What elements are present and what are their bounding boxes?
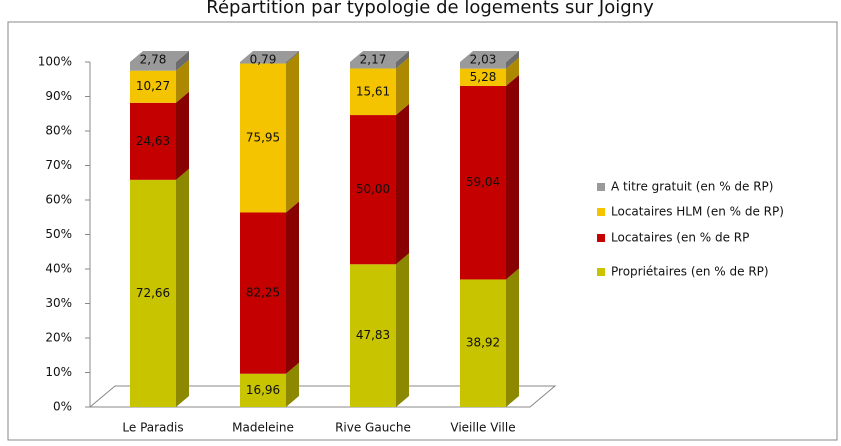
bar-side <box>506 51 519 69</box>
bar <box>460 85 506 280</box>
y-tick-label: 50% <box>45 227 72 241</box>
bar-side <box>506 74 519 280</box>
bar <box>460 62 506 69</box>
data-label: 10,27 <box>136 79 170 93</box>
legend-label: Locataires (en % de RP <box>611 231 749 245</box>
data-label: 72,66 <box>136 286 170 300</box>
data-label: 2,78 <box>140 53 167 67</box>
bar <box>350 115 396 265</box>
bar-side <box>286 52 299 213</box>
bar-side <box>396 57 409 116</box>
legend-swatch <box>597 183 605 191</box>
bar <box>130 70 176 103</box>
y-tick-label: 60% <box>45 193 72 207</box>
bar-side <box>506 57 519 86</box>
data-label: 0,79 <box>250 53 277 67</box>
y-tick-label: 80% <box>45 124 72 138</box>
data-label: 16,96 <box>246 383 280 397</box>
data-label: 38,92 <box>466 336 500 350</box>
bar <box>240 373 286 407</box>
bar <box>350 264 396 407</box>
bar-side <box>286 201 299 374</box>
y-tick-label: 20% <box>45 331 72 345</box>
legend-swatch <box>597 268 605 276</box>
bar <box>240 62 286 64</box>
bar-side <box>176 59 189 103</box>
x-tick-label: Rive Gauche <box>335 421 411 435</box>
y-tick-label: 30% <box>45 296 72 310</box>
y-tick-label: 40% <box>45 262 72 276</box>
x-tick-label: Vieille Ville <box>450 421 515 435</box>
y-tick-label: 90% <box>45 89 72 103</box>
bar <box>240 63 286 213</box>
data-label: 75,95 <box>246 131 280 145</box>
bar-side <box>506 268 519 407</box>
bar <box>350 62 396 69</box>
bar-side <box>396 104 409 265</box>
data-label: 2,03 <box>470 53 497 67</box>
bar-side <box>286 51 299 64</box>
data-label: 59,04 <box>466 175 500 189</box>
data-label: 24,63 <box>136 134 170 148</box>
bar-top <box>460 51 519 62</box>
bar <box>350 68 396 116</box>
data-label: 2,17 <box>360 53 387 67</box>
x-tick-label: Le Paradis <box>122 421 183 435</box>
bar-side <box>176 51 189 71</box>
bar-side <box>176 91 189 180</box>
data-label: 82,25 <box>246 286 280 300</box>
bar <box>130 179 176 407</box>
bar-side <box>176 168 189 407</box>
bar-side <box>396 51 409 69</box>
bar <box>460 279 506 407</box>
legend-swatch <box>597 208 605 216</box>
data-label: 50,00 <box>356 182 390 196</box>
bar <box>130 102 176 180</box>
y-tick-label: 10% <box>45 365 72 379</box>
legend-label: Propriétaires (en % de RP) <box>611 265 769 279</box>
bar-top <box>240 51 299 62</box>
bar <box>130 62 176 71</box>
data-label: 15,61 <box>356 84 390 98</box>
bar <box>460 68 506 86</box>
bar-top <box>130 51 189 62</box>
chart-title: Répartition par typologie de logements s… <box>206 0 654 18</box>
data-label: 5,28 <box>470 70 497 84</box>
y-tick-label: 70% <box>45 158 72 172</box>
legend-label: Locataires HLM (en % de RP) <box>611 205 784 219</box>
bar-top <box>350 51 409 62</box>
bar-side <box>396 253 409 407</box>
legend-swatch <box>597 234 605 242</box>
legend-label: A titre gratuit (en % de RP) <box>611 180 773 194</box>
bar <box>240 212 286 374</box>
bar-side <box>286 362 299 407</box>
data-label: 47,83 <box>356 328 390 342</box>
x-tick-label: Madeleine <box>232 421 294 435</box>
y-tick-label: 100% <box>38 55 72 69</box>
y-tick-label: 0% <box>53 400 72 414</box>
